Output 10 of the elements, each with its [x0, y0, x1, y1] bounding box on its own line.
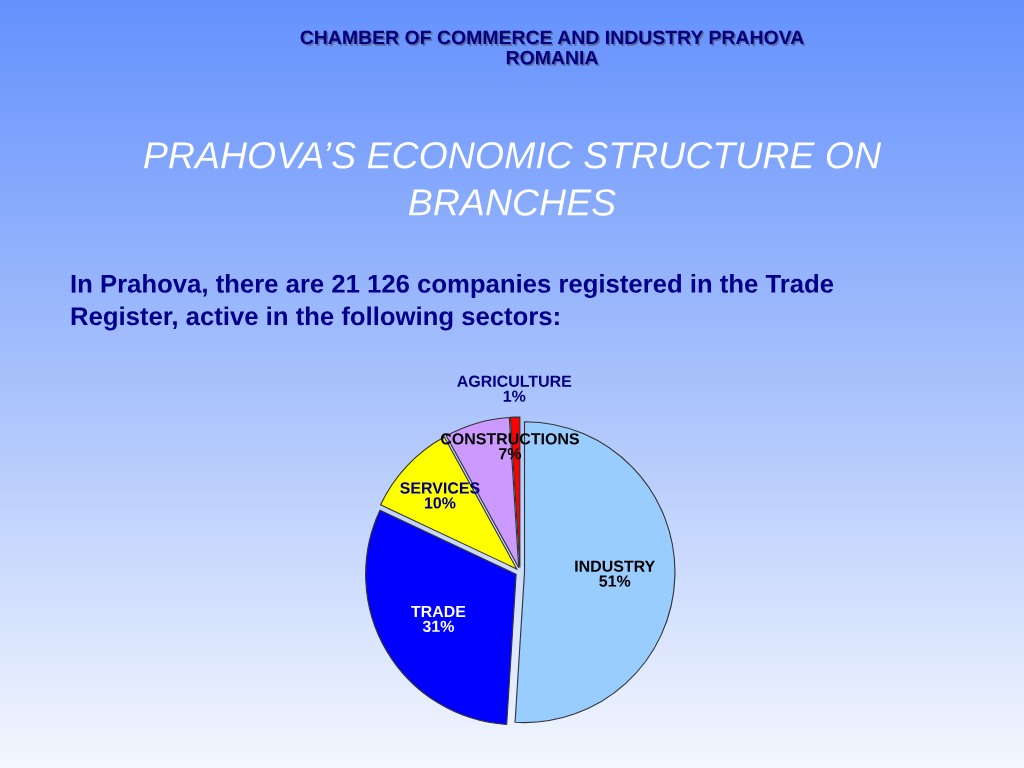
data-label: 31%	[422, 620, 454, 632]
data-label: 1%	[503, 390, 526, 402]
data-label: 10%	[424, 497, 456, 509]
data-label: 51%	[599, 575, 631, 587]
slice-label: AGRICULTURE	[457, 375, 572, 387]
text: CHAMBER OF COMMERCE AND INDUSTRY PRAHOVA ROMANIA	[300, 30, 804, 65]
chart-title: PRAHOVA’S ECONOMIC STRUCTURE ON BRANCHES	[144, 141, 882, 216]
chart-subtitle: In Prahova, there are 21 126 companies registered in the Trade Register, active in the following sectors:	[71, 274, 834, 331]
slice-label: INDUSTRY	[575, 560, 655, 572]
slice-label: TRADE	[411, 605, 466, 617]
